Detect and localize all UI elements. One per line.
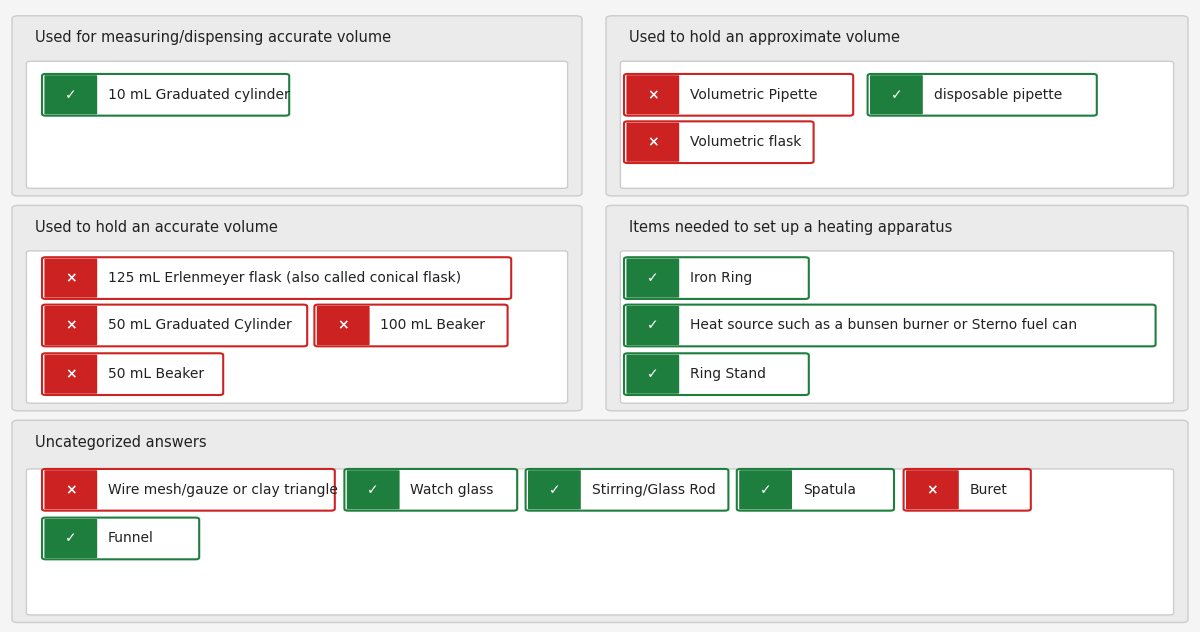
FancyBboxPatch shape <box>624 121 814 163</box>
FancyBboxPatch shape <box>739 470 792 509</box>
Text: Used for measuring/dispensing accurate volume: Used for measuring/dispensing accurate v… <box>35 30 391 46</box>
Text: Iron Ring: Iron Ring <box>690 271 752 285</box>
Text: Volumetric flask: Volumetric flask <box>690 135 802 149</box>
FancyBboxPatch shape <box>12 16 582 196</box>
FancyBboxPatch shape <box>606 16 1188 196</box>
FancyBboxPatch shape <box>26 469 1174 615</box>
Text: Used to hold an accurate volume: Used to hold an accurate volume <box>35 220 277 235</box>
Text: ✓: ✓ <box>367 483 379 497</box>
Text: 100 mL Beaker: 100 mL Beaker <box>380 319 485 332</box>
Text: Heat source such as a bunsen burner or Sterno fuel can: Heat source such as a bunsen burner or S… <box>690 319 1078 332</box>
FancyBboxPatch shape <box>906 470 959 509</box>
FancyBboxPatch shape <box>42 74 289 116</box>
FancyBboxPatch shape <box>870 75 923 114</box>
Text: Funnel: Funnel <box>108 532 154 545</box>
FancyBboxPatch shape <box>347 470 400 509</box>
FancyBboxPatch shape <box>526 469 728 511</box>
Text: ✓: ✓ <box>760 483 772 497</box>
FancyBboxPatch shape <box>44 75 97 114</box>
FancyBboxPatch shape <box>44 355 97 394</box>
Text: ×: × <box>926 483 938 497</box>
FancyBboxPatch shape <box>626 258 679 298</box>
FancyBboxPatch shape <box>528 470 581 509</box>
FancyBboxPatch shape <box>42 469 335 511</box>
FancyBboxPatch shape <box>737 469 894 511</box>
Text: Volumetric Pipette: Volumetric Pipette <box>690 88 817 102</box>
FancyBboxPatch shape <box>26 61 568 188</box>
Text: 125 mL Erlenmeyer flask (also called conical flask): 125 mL Erlenmeyer flask (also called con… <box>108 271 461 285</box>
FancyBboxPatch shape <box>626 306 679 345</box>
FancyBboxPatch shape <box>12 205 582 411</box>
Text: Watch glass: Watch glass <box>410 483 493 497</box>
Text: ✓: ✓ <box>647 271 659 285</box>
Text: ×: × <box>65 271 77 285</box>
FancyBboxPatch shape <box>44 519 97 558</box>
FancyBboxPatch shape <box>868 74 1097 116</box>
Text: ×: × <box>65 319 77 332</box>
Text: Wire mesh/gauze or clay triangle: Wire mesh/gauze or clay triangle <box>108 483 338 497</box>
FancyBboxPatch shape <box>44 470 97 509</box>
FancyBboxPatch shape <box>624 257 809 299</box>
FancyBboxPatch shape <box>317 306 370 345</box>
FancyBboxPatch shape <box>624 353 809 395</box>
Text: ✓: ✓ <box>65 532 77 545</box>
FancyBboxPatch shape <box>44 258 97 298</box>
Text: ×: × <box>647 135 659 149</box>
FancyBboxPatch shape <box>624 305 1156 346</box>
Text: ✓: ✓ <box>548 483 560 497</box>
FancyBboxPatch shape <box>12 420 1188 623</box>
Text: ×: × <box>647 88 659 102</box>
Text: Stirring/Glass Rod: Stirring/Glass Rod <box>592 483 715 497</box>
FancyBboxPatch shape <box>42 305 307 346</box>
FancyBboxPatch shape <box>904 469 1031 511</box>
FancyBboxPatch shape <box>606 205 1188 411</box>
Text: ×: × <box>65 367 77 381</box>
Text: ×: × <box>337 319 349 332</box>
Text: ✓: ✓ <box>65 88 77 102</box>
FancyBboxPatch shape <box>344 469 517 511</box>
FancyBboxPatch shape <box>626 75 679 114</box>
Text: 50 mL Beaker: 50 mL Beaker <box>108 367 204 381</box>
Text: Used to hold an approximate volume: Used to hold an approximate volume <box>629 30 900 46</box>
Text: disposable pipette: disposable pipette <box>934 88 1062 102</box>
FancyBboxPatch shape <box>624 74 853 116</box>
Text: 50 mL Graduated Cylinder: 50 mL Graduated Cylinder <box>108 319 292 332</box>
FancyBboxPatch shape <box>626 355 679 394</box>
FancyBboxPatch shape <box>620 61 1174 188</box>
Text: Items needed to set up a heating apparatus: Items needed to set up a heating apparat… <box>629 220 952 235</box>
FancyBboxPatch shape <box>620 251 1174 403</box>
FancyBboxPatch shape <box>626 123 679 162</box>
Text: ✓: ✓ <box>647 367 659 381</box>
Text: Ring Stand: Ring Stand <box>690 367 766 381</box>
Text: Buret: Buret <box>970 483 1008 497</box>
FancyBboxPatch shape <box>314 305 508 346</box>
Text: Spatula: Spatula <box>803 483 856 497</box>
Text: ×: × <box>65 483 77 497</box>
FancyBboxPatch shape <box>42 257 511 299</box>
Text: ✓: ✓ <box>890 88 902 102</box>
FancyBboxPatch shape <box>42 518 199 559</box>
FancyBboxPatch shape <box>44 306 97 345</box>
Text: Uncategorized answers: Uncategorized answers <box>35 435 206 450</box>
Text: 10 mL Graduated cylinder: 10 mL Graduated cylinder <box>108 88 289 102</box>
FancyBboxPatch shape <box>42 353 223 395</box>
FancyBboxPatch shape <box>26 251 568 403</box>
Text: ✓: ✓ <box>647 319 659 332</box>
